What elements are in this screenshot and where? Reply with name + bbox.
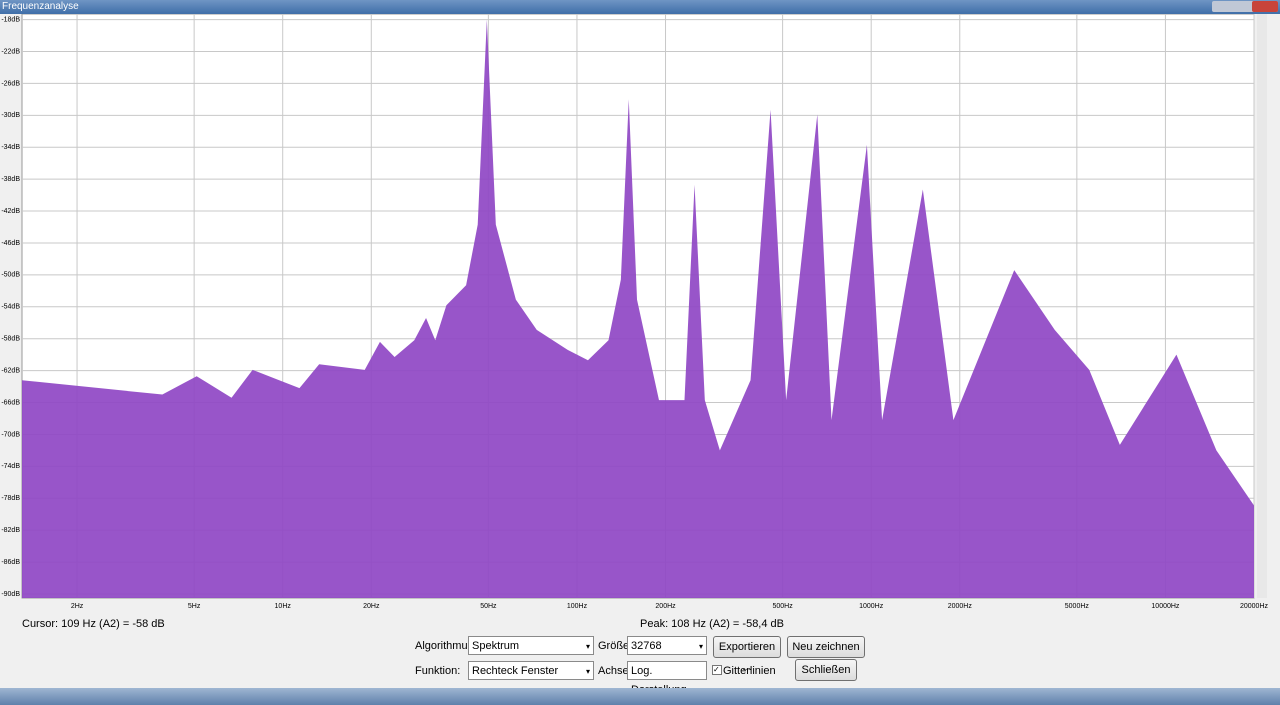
- x-tick-label: 500Hz: [772, 603, 793, 610]
- size-select[interactable]: 32768: [627, 636, 707, 656]
- window-title: Frequenzanalyse: [0, 0, 1280, 14]
- y-tick-label: -38dB: [1, 176, 20, 183]
- y-tick-label: -82dB: [1, 527, 20, 534]
- grid-checkbox[interactable]: ✓: [712, 665, 722, 675]
- label: Algorithmus:: [415, 640, 477, 652]
- close-button[interactable]: Schließen: [795, 659, 857, 681]
- taskbar: [0, 688, 1280, 705]
- label: Funktion:: [415, 665, 461, 677]
- label: Größe:: [598, 640, 633, 652]
- y-tick-label: -70dB: [1, 431, 20, 438]
- window-buttons[interactable]: [1212, 1, 1278, 12]
- redraw-button[interactable]: Neu zeichnen ...: [787, 636, 865, 673]
- y-tick-label: -54dB: [1, 304, 20, 311]
- chart: -18dB -22dB -26dB -30dB -34dB -38dB -42dB -46dB…: [1, 14, 1269, 610]
- scrollbar[interactable]: [1257, 14, 1267, 598]
- x-tick-label: 20Hz: [363, 603, 380, 610]
- y-tick-label: -90dB: [1, 591, 20, 598]
- y-tick-label: -66dB: [1, 399, 20, 406]
- y-tick-label: -78dB: [1, 495, 20, 502]
- function-select[interactable]: Rechteck Fenster: [468, 661, 594, 681]
- x-tick-label: 1000Hz: [859, 603, 884, 610]
- peak-readout: Peak: 108 Hz (A2) = -58,4 dB: [640, 618, 784, 630]
- y-tick-label: -34dB: [1, 144, 20, 151]
- x-tick-label: 2000Hz: [948, 603, 973, 610]
- y-tick-label: -50dB: [1, 272, 20, 279]
- y-tick-label: -30dB: [1, 112, 20, 119]
- x-tick-label: 100Hz: [567, 603, 588, 610]
- y-tick-label: -18dB: [1, 16, 20, 23]
- algorithm-select[interactable]: Spektrum: [468, 636, 594, 656]
- x-tick-label: 2Hz: [71, 603, 84, 610]
- x-tick-label: 10Hz: [275, 603, 292, 610]
- x-tick-label: 20000Hz: [1240, 603, 1269, 610]
- cursor-readout: Cursor: 109 Hz (A2) = -58 dB: [22, 618, 165, 630]
- x-tick-label: 50Hz: [480, 603, 497, 610]
- y-tick-label: -86dB: [1, 559, 20, 566]
- y-tick-label: -58dB: [1, 336, 20, 343]
- label: Gitterlinien: [723, 665, 776, 677]
- export-button[interactable]: Exportieren ...: [713, 636, 781, 673]
- y-tick-label: -46dB: [1, 240, 20, 247]
- spectrum-area: [22, 19, 1254, 598]
- y-tick-label: -22dB: [1, 48, 20, 55]
- y-tick-label: -26dB: [1, 80, 20, 87]
- x-tick-label: 200Hz: [655, 603, 676, 610]
- label: Achse:: [598, 665, 632, 677]
- y-tick-label: -74dB: [1, 463, 20, 470]
- x-tick-label: 5Hz: [188, 603, 201, 610]
- axis-select[interactable]: Log. Darstellung: [627, 661, 707, 700]
- x-tick-label: 10000Hz: [1151, 603, 1180, 610]
- y-tick-label: -62dB: [1, 367, 20, 374]
- y-tick-label: -42dB: [1, 208, 20, 215]
- x-tick-label: 5000Hz: [1065, 603, 1090, 610]
